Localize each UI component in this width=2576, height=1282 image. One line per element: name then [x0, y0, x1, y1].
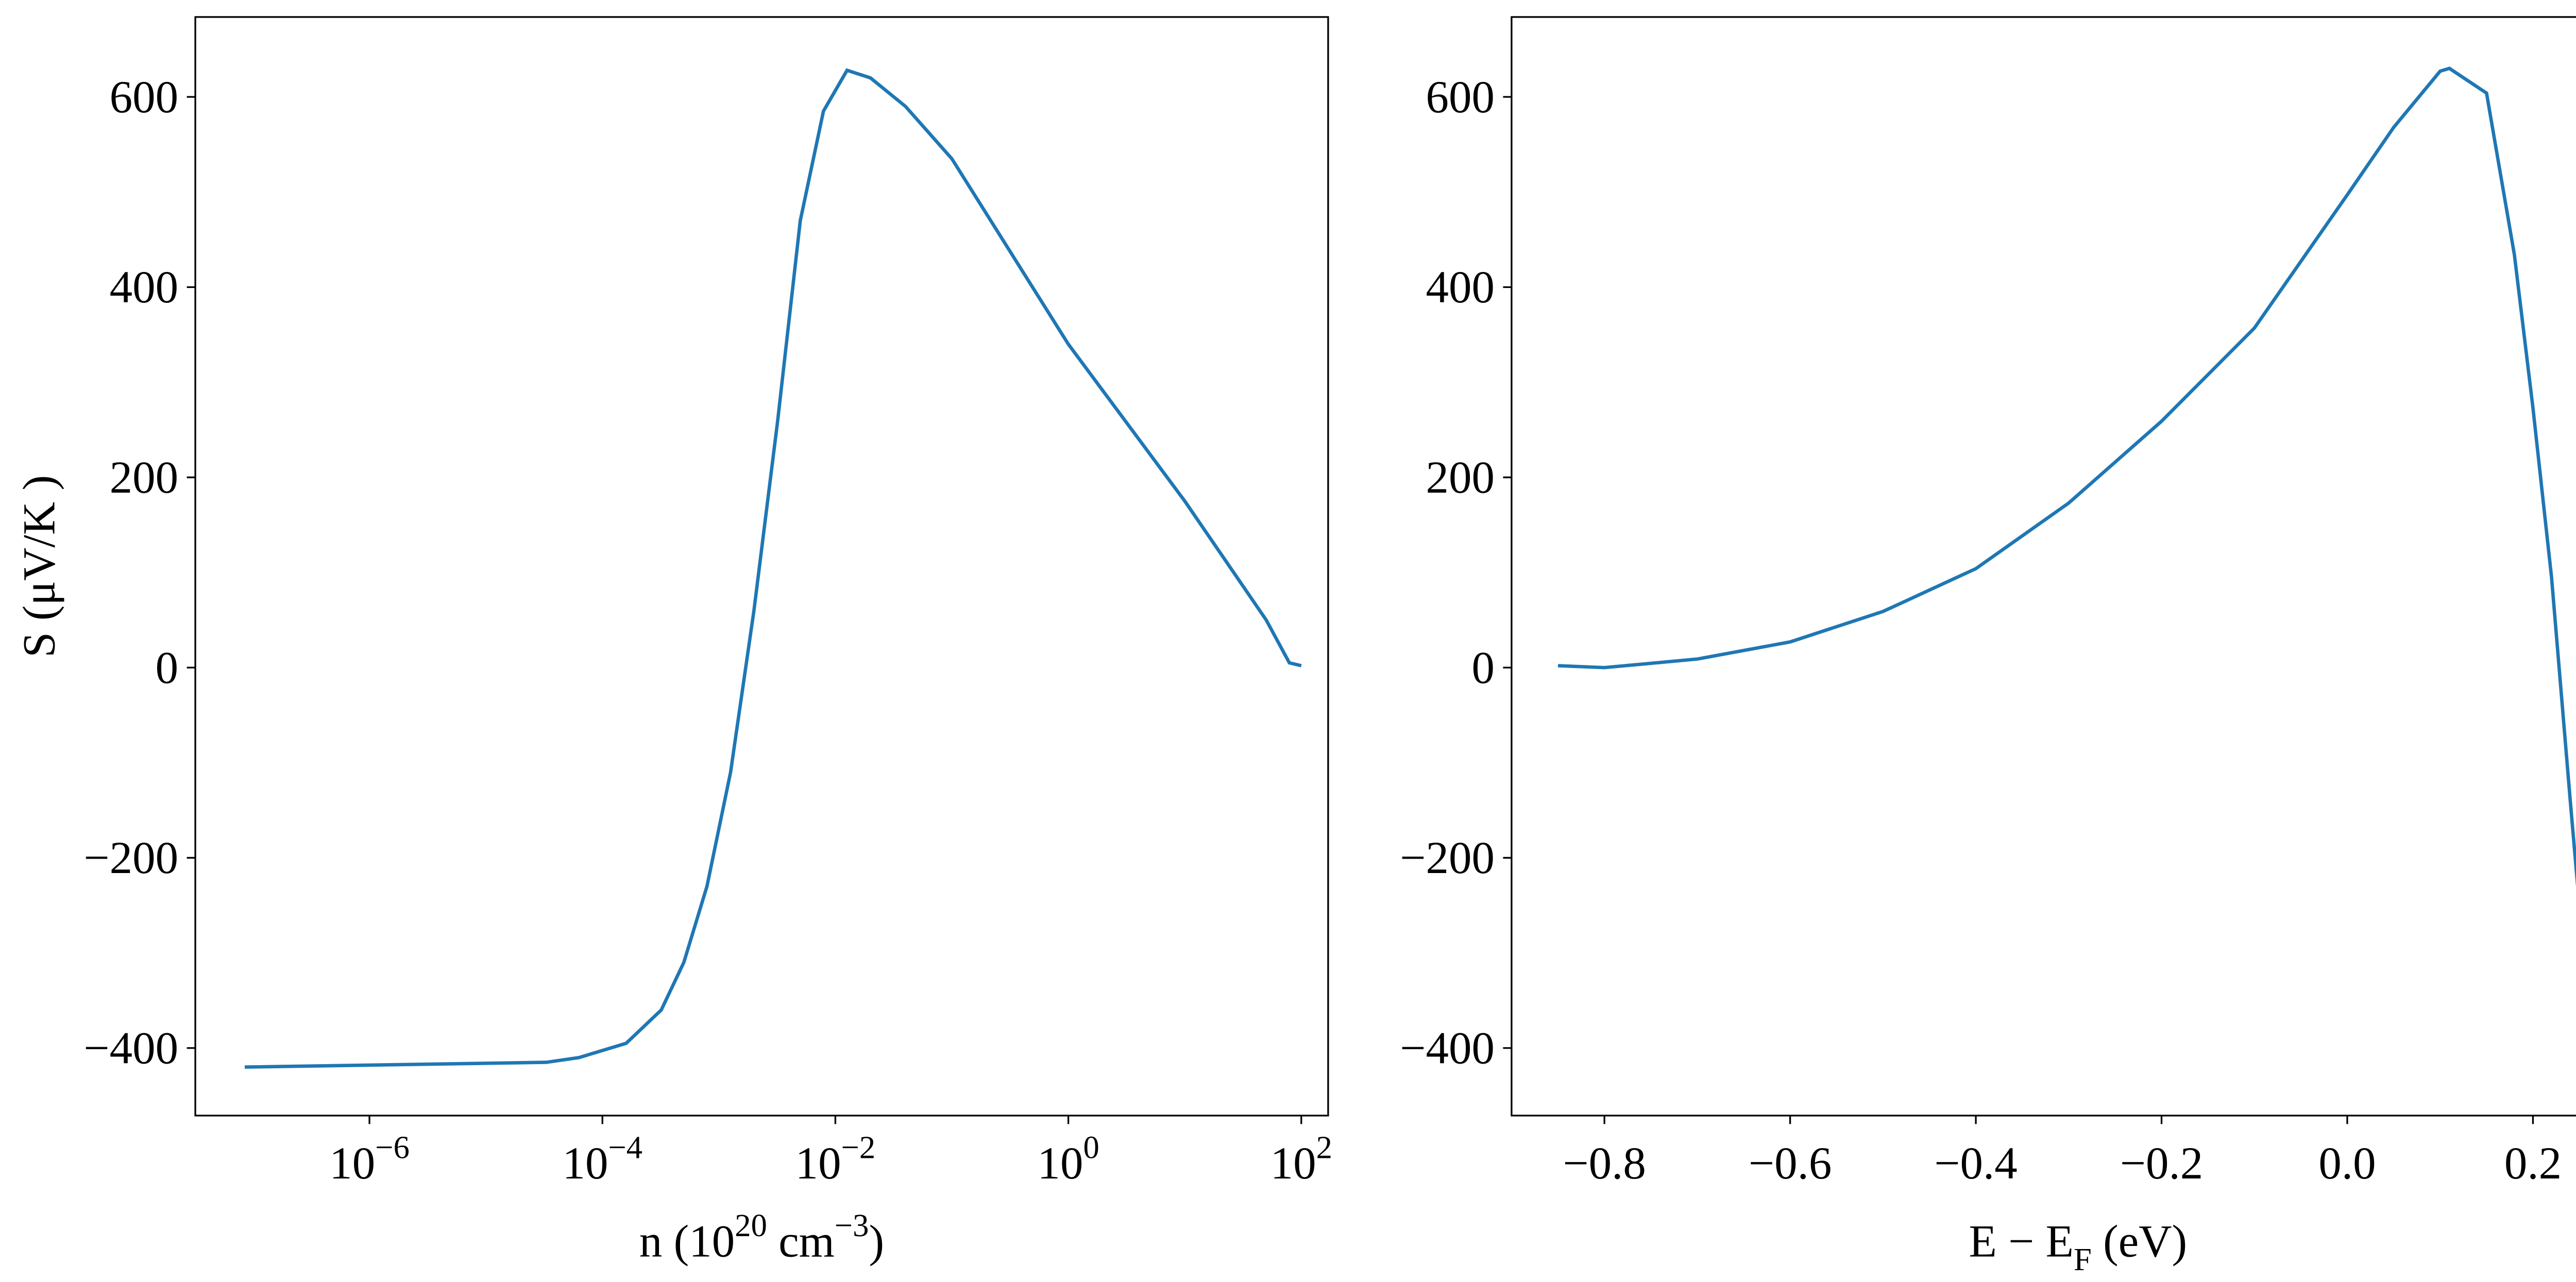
x-tick-label: 0.0: [2318, 1138, 2376, 1189]
label-text: E − E: [1969, 1217, 2074, 1267]
label-script: 20: [735, 1207, 767, 1243]
tick-exponent: −2: [841, 1129, 876, 1165]
y-tick-label: 600: [110, 72, 179, 123]
x-axis-label: n (1020 cm−3): [639, 1207, 884, 1267]
tick-exponent: 2: [1316, 1129, 1332, 1165]
label-text: ): [869, 1217, 885, 1267]
tick-exponent: −6: [375, 1129, 410, 1165]
y-tick-label: −400: [83, 1023, 178, 1073]
y-tick-label: 0: [156, 643, 179, 693]
y-tick-label: −400: [1400, 1023, 1495, 1073]
x-tick-label: 10−2: [795, 1129, 876, 1189]
y-tick-label: 400: [110, 262, 179, 313]
label-text: cm: [767, 1217, 835, 1267]
tick-base: 10: [1270, 1138, 1316, 1189]
plot-frame: [194, 16, 1329, 1117]
data-line: [244, 68, 1302, 1069]
x-tick-label: 0.2: [2504, 1138, 2562, 1189]
data-line: [1557, 66, 2576, 887]
label-script: −3: [835, 1207, 869, 1243]
x-tick-label: 10−4: [562, 1129, 642, 1189]
tick-exponent: −4: [608, 1129, 642, 1165]
label-text: (eV): [2092, 1217, 2187, 1267]
y-axis-label: S (μV/K ): [14, 475, 64, 657]
tick-base: 10: [329, 1138, 375, 1189]
x-tick-label: 10−6: [329, 1129, 410, 1189]
x-tick-label: −0.2: [2120, 1138, 2203, 1189]
y-tick-label: 200: [110, 452, 179, 503]
y-tick-label: 0: [1471, 643, 1495, 693]
y-tick-label: −200: [1400, 833, 1495, 883]
label-script: F: [2074, 1241, 2092, 1277]
y-tick-label: 400: [1426, 262, 1495, 313]
y-tick-label: 600: [1426, 72, 1495, 123]
tick-base: 10: [795, 1138, 841, 1189]
tick-base: 10: [1037, 1138, 1083, 1189]
tick-exponent: 0: [1083, 1129, 1099, 1165]
plot-frame: [1511, 16, 2576, 1117]
tick-base: 10: [562, 1138, 608, 1189]
x-tick-label: −0.4: [1934, 1138, 2017, 1189]
x-tick-label: −0.8: [1563, 1138, 1646, 1189]
y-tick-label: −200: [83, 833, 178, 883]
label-text: n (10: [639, 1217, 735, 1267]
x-tick-label: −0.6: [1749, 1138, 1832, 1189]
x-tick-label: 102: [1270, 1129, 1332, 1189]
y-tick-label: 200: [1426, 452, 1495, 503]
x-axis-label: E − EF (eV): [1969, 1217, 2188, 1277]
x-tick-label: 100: [1037, 1129, 1099, 1189]
